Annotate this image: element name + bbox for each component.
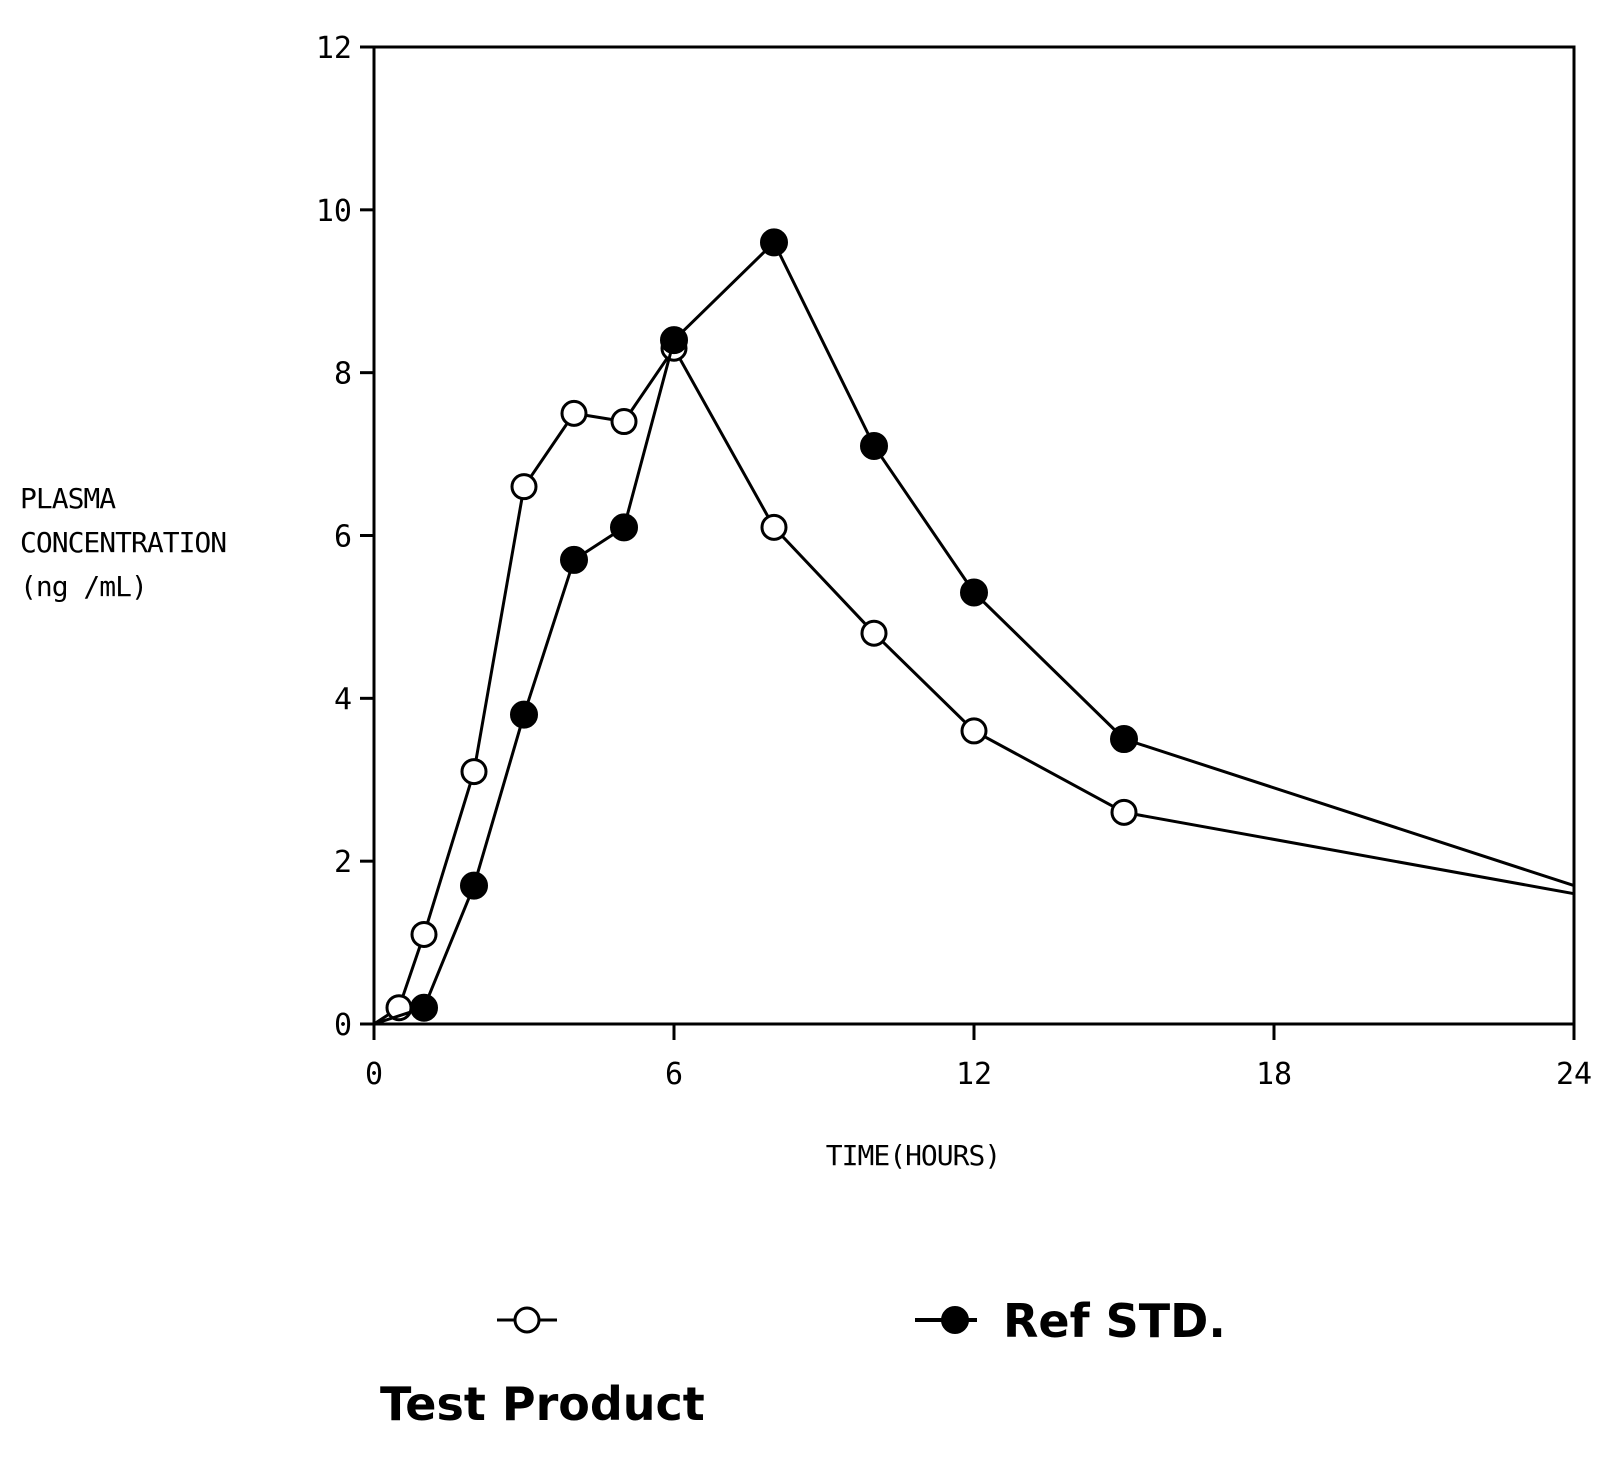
legend-test-product-marker: [513, 1306, 541, 1334]
data-point-ref-std: [510, 700, 538, 729]
data-point-ref-std: [760, 228, 788, 257]
data-point-test-product: [960, 717, 988, 745]
legend-ref-std-label: Ref STD.: [1003, 1294, 1226, 1348]
data-point-test-product: [860, 619, 888, 647]
x-axis-title: TIME(HOURS): [826, 1139, 1000, 1172]
series-line-ref-std: [373, 240, 1575, 1026]
data-point-test-product: [410, 920, 438, 948]
data-point-ref-std: [1110, 725, 1138, 754]
y-axis-title-line-1: PLASMA: [20, 482, 116, 515]
data-point-ref-std: [610, 513, 638, 542]
y-tick-label: 4: [334, 682, 352, 717]
y-tick-label: 2: [334, 845, 352, 880]
data-point-test-product: [560, 399, 588, 427]
y-tick-label: 0: [334, 1008, 352, 1043]
x-tick-label: 18: [1256, 1057, 1292, 1092]
data-point-ref-std: [560, 545, 588, 574]
data-point-test-product: [610, 408, 638, 436]
data-point-ref-std: [960, 578, 988, 607]
data-point-test-product: [1110, 798, 1138, 826]
x-tick-label: 6: [665, 1057, 683, 1092]
data-point-ref-std: [660, 326, 688, 355]
data-point-ref-std: [460, 871, 488, 900]
data-point-test-product: [760, 513, 788, 541]
x-tick-label: 12: [956, 1057, 992, 1092]
data-point-test-product: [460, 758, 488, 786]
series-line-test-product: [373, 346, 1575, 1026]
data-point-test-product: [510, 473, 538, 501]
y-axis-ticks: 0 2 4 6 8 10 12: [316, 31, 374, 1043]
y-tick-label: 8: [334, 357, 352, 392]
data-point-ref-std: [860, 431, 888, 460]
legend-test-product-label: Test Product: [380, 1377, 705, 1431]
y-tick-label: 6: [334, 520, 352, 555]
x-axis-ticks: 0 6 12 18 24: [365, 1024, 1592, 1092]
y-axis-title-line-3: (ng /mL): [20, 570, 147, 603]
plot-frame: [372, 45, 1576, 1026]
y-tick-label: 10: [316, 194, 352, 229]
legend: Test Product Ref STD.: [380, 1294, 1226, 1431]
y-tick-label: 12: [316, 31, 352, 66]
legend-ref-std-marker: [941, 1306, 969, 1334]
x-tick-label: 0: [365, 1057, 383, 1092]
data-point-ref-std: [410, 993, 438, 1022]
series-layer: [373, 228, 1575, 1026]
y-axis-title-line-2: CONCENTRATION: [20, 526, 226, 559]
x-tick-label: 24: [1556, 1057, 1592, 1092]
